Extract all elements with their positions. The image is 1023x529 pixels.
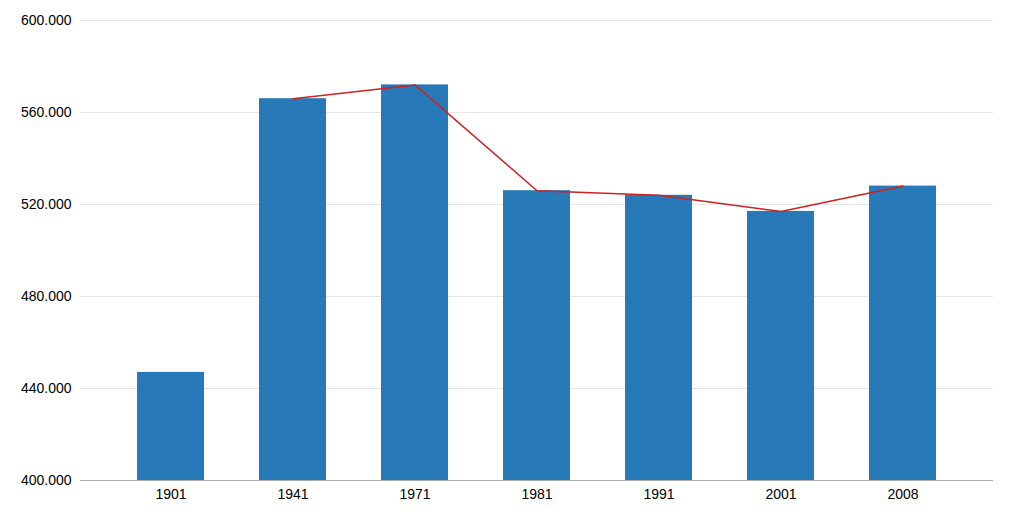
svg-text:480.000: 480.000 [21, 288, 72, 304]
svg-text:1941: 1941 [277, 486, 308, 502]
svg-text:2008: 2008 [887, 486, 918, 502]
svg-text:400.000: 400.000 [21, 472, 72, 488]
svg-text:600.000: 600.000 [21, 12, 72, 28]
svg-text:520.000: 520.000 [21, 196, 72, 212]
svg-text:560.000: 560.000 [21, 104, 72, 120]
svg-text:1901: 1901 [155, 486, 186, 502]
svg-text:440.000: 440.000 [21, 380, 72, 396]
svg-text:1991: 1991 [643, 486, 674, 502]
svg-text:2001: 2001 [765, 486, 796, 502]
svg-text:1981: 1981 [521, 486, 552, 502]
svg-text:1971: 1971 [399, 486, 430, 502]
